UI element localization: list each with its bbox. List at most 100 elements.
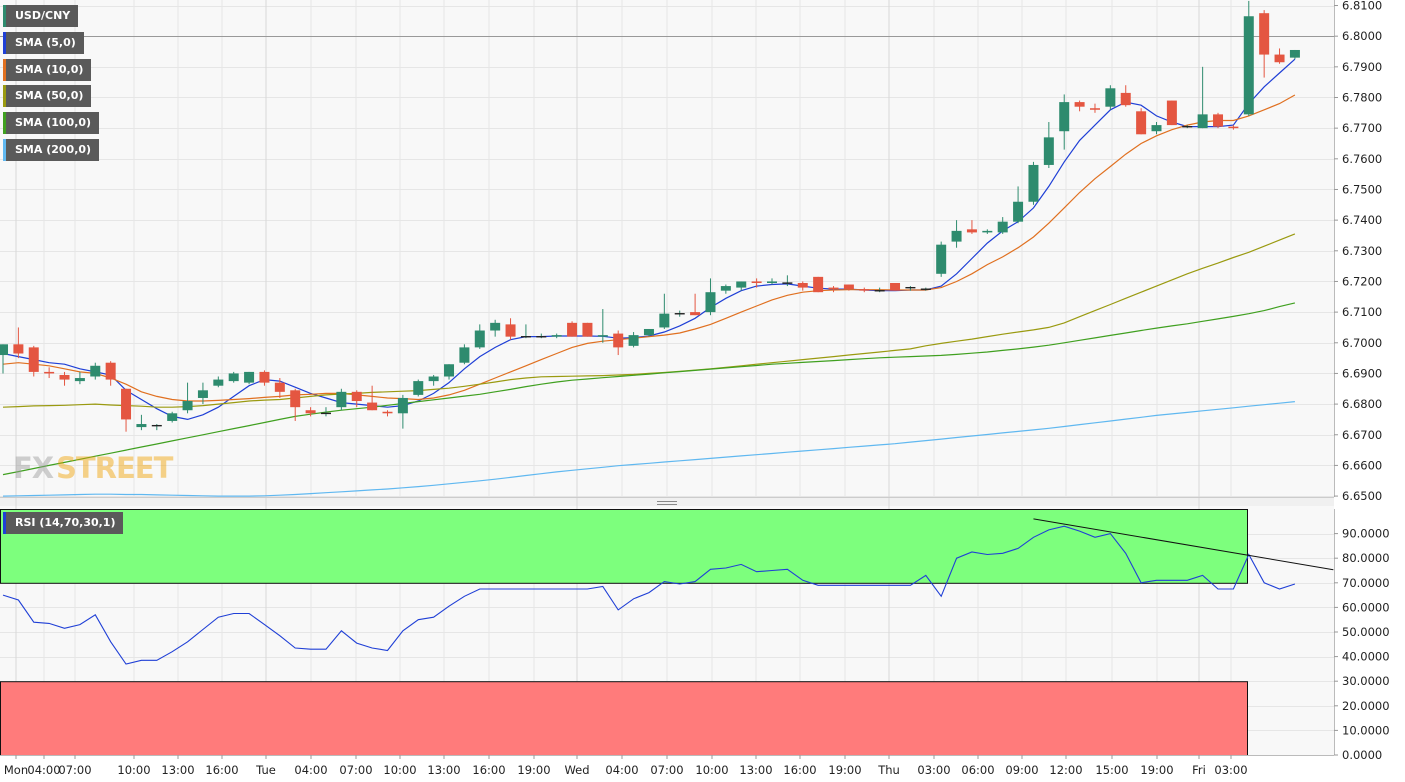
legend-label: SMA (5,0) — [15, 35, 76, 49]
candle-body — [474, 330, 485, 348]
candle-body — [890, 282, 901, 291]
candle-doji — [905, 286, 916, 289]
candle-doji — [151, 424, 162, 427]
candle-body — [1228, 126, 1239, 129]
candle-body — [136, 424, 147, 428]
fxstreet-logo: FX STREET — [13, 451, 175, 485]
candle-body — [1074, 102, 1085, 107]
candle-body — [1028, 164, 1039, 202]
candle-body — [459, 347, 470, 363]
rsi-line — [2, 525, 1296, 665]
candle-body — [121, 388, 132, 420]
sma-legend-item[interactable]: SMA (10,0) — [3, 58, 92, 81]
candle-doji — [1182, 126, 1193, 128]
time-tick-label: Tue — [255, 763, 276, 777]
time-tick-label: 16:00 — [205, 763, 238, 777]
legend-swatch — [3, 58, 6, 81]
pane-resize-handle[interactable] — [657, 501, 677, 505]
candle-body — [1013, 201, 1024, 222]
price-tick-label: 6.7800 — [1342, 90, 1382, 104]
rsi-zones — [0, 509, 1248, 757]
candle-doji — [920, 288, 931, 290]
legend-label: SMA (100,0) — [15, 116, 92, 130]
time-tick-label: 19:00 — [1140, 763, 1173, 777]
candle-body — [859, 289, 870, 291]
candle-body — [1243, 16, 1254, 115]
candle-doji — [520, 336, 531, 338]
rsi-axis-labels: 90.0000 80.0000 70.0000 60.0000 50.0000 40.00… — [1334, 527, 1390, 762]
candle-body — [1197, 114, 1208, 129]
candle-body — [828, 287, 839, 290]
candle-body — [736, 281, 747, 288]
time-tick-label: Wed — [564, 763, 589, 777]
legend-label: USD/CNY — [15, 9, 71, 22]
candle-body — [0, 344, 8, 356]
time-tick-label: Mon — [4, 763, 28, 777]
price-tick-label: 6.7100 — [1342, 305, 1382, 319]
sma-legend-item[interactable]: SMA (5,0) — [3, 31, 84, 54]
time-tick-label: 13:00 — [739, 763, 772, 777]
rsi-legend[interactable]: RSI (14,70,30,1) — [3, 512, 124, 534]
candle-body — [659, 313, 670, 328]
sma-line — [2, 302, 1296, 476]
price-tick-label: 6.6600 — [1342, 458, 1382, 472]
candle-body — [444, 364, 455, 377]
rsi-tick-label: 40.0000 — [1342, 650, 1390, 664]
price-tick-label: 6.7700 — [1342, 121, 1382, 135]
time-tick-label: 06:00 — [961, 763, 994, 777]
candle-body — [505, 324, 516, 337]
sma-legend-item[interactable]: SMA (50,0) — [3, 85, 92, 108]
time-tick-label: 16:00 — [783, 763, 816, 777]
candle-body — [244, 371, 255, 383]
time-tick-label: 16:00 — [472, 763, 505, 777]
time-tick-label: 03:00 — [1214, 763, 1247, 777]
candle-body — [13, 344, 24, 354]
legend-swatch — [3, 31, 6, 54]
candle-body — [966, 229, 977, 233]
candle-body — [1120, 92, 1131, 106]
time-tick-label: 10:00 — [117, 763, 150, 777]
rsi-legend-swatch — [3, 512, 6, 534]
candle-body — [1259, 13, 1270, 55]
time-tick-label: 13:00 — [161, 763, 194, 777]
candle-body — [582, 322, 593, 337]
time-tick-label: 10:00 — [695, 763, 728, 777]
candle-body — [182, 401, 193, 411]
legend-swatch — [3, 85, 6, 108]
candle-body — [613, 333, 624, 348]
rsi-tick-label: 90.0000 — [1342, 527, 1390, 541]
candle-body — [44, 371, 55, 374]
candle-body — [767, 281, 777, 283]
candle-body — [567, 322, 578, 337]
price-tick-label: 6.8100 — [1342, 0, 1382, 13]
sma-line — [2, 233, 1296, 408]
legend-swatch — [3, 5, 6, 27]
price-tick-label: 6.7900 — [1342, 60, 1382, 74]
time-tick-label: 12:00 — [1049, 763, 1082, 777]
price-axis-labels: 6.8100 6.8000 6.7900 6.7800 6.7700 6.7600 6.75… — [1334, 0, 1382, 503]
price-tick-label: 6.7400 — [1342, 213, 1382, 227]
time-tick-label: 13:00 — [427, 763, 460, 777]
candle-body — [428, 376, 439, 382]
symbol-legend[interactable]: USD/CNY — [3, 5, 79, 27]
price-tick-label: 6.7300 — [1342, 244, 1382, 258]
candle-body — [951, 230, 962, 242]
candle-body — [1213, 114, 1224, 127]
candle-body — [490, 322, 501, 331]
time-tick-label: Fri — [1192, 763, 1206, 777]
candle-body — [720, 286, 731, 291]
price-tick-label: 6.6800 — [1342, 397, 1382, 411]
candle-body — [1105, 88, 1116, 107]
price-tick-label: 6.7200 — [1342, 274, 1382, 288]
candle-body — [397, 397, 408, 414]
candle-body — [274, 382, 285, 392]
legend-label: SMA (10,0) — [15, 62, 84, 76]
time-tick-label: Thu — [877, 763, 900, 777]
sma-legend-item[interactable]: SMA (100,0) — [3, 112, 100, 135]
time-tick-label: 19:00 — [517, 763, 550, 777]
candle-body — [1166, 100, 1177, 126]
sma-legend-item[interactable]: SMA (200,0) — [3, 139, 100, 161]
candle-doji — [874, 290, 885, 292]
legend-label: SMA (50,0) — [15, 89, 84, 103]
